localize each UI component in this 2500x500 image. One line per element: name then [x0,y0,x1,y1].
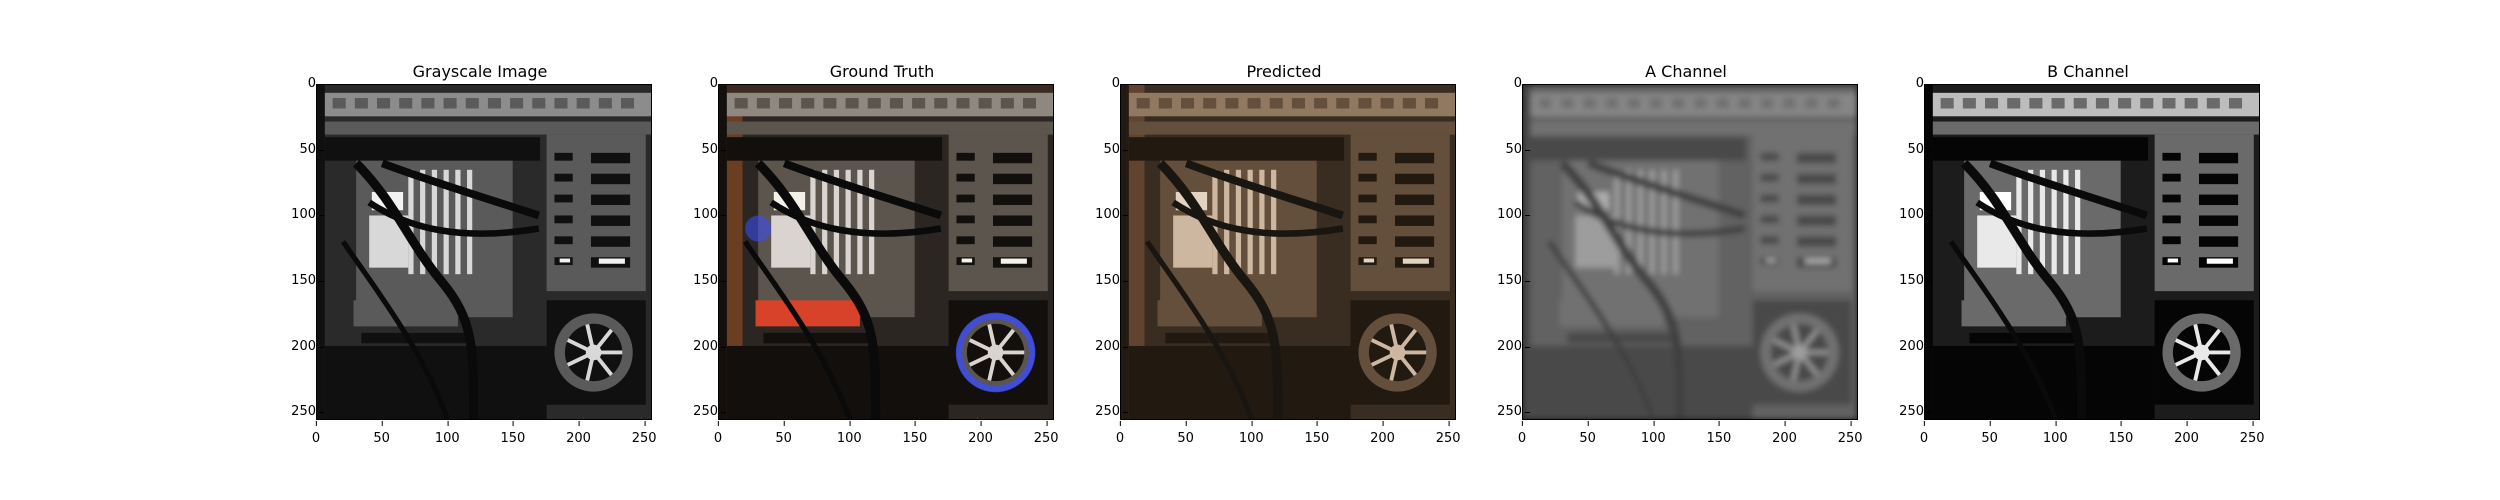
x-tick-label: 100 [1238,421,1264,446]
y-tick-label: 200 [1095,338,1128,354]
case-interior-image [719,85,1053,419]
y-tick-label: 150 [693,272,726,288]
x-tick-label: 250 [631,421,657,446]
y-tick-label: 200 [291,338,324,354]
x-tick-label: 150 [2108,421,2134,446]
panel-title: B Channel [2047,62,2129,81]
x-tick-label: 250 [1435,421,1461,446]
y-tick-label: 250 [1095,404,1128,420]
x-tick-label: 250 [2239,421,2265,446]
x-tick-label: 150 [1706,421,1732,446]
x-tick-label: 50 [373,421,390,446]
image-panel-3: Predicted 0 50 100 150 200 250 0 50 100 150 200 250 [1084,0,1484,500]
y-tick-label: 250 [291,404,324,420]
x-tick-label: 200 [2174,421,2199,446]
x-tick-label: 200 [968,421,993,446]
y-tick-label: 50 [1103,141,1128,157]
x-tick-label: 0 [1115,421,1125,446]
y-tick-label: 0 [709,76,727,91]
y-tick-label: 50 [1505,141,1530,157]
panel-title: Ground Truth [829,62,935,81]
image-axes [1522,84,1858,420]
x-tick-label: 50 [775,421,792,446]
y-tick-label: 150 [1095,272,1128,288]
case-interior-image [1925,85,2259,419]
x-tick-label: 0 [311,421,321,446]
y-tick-label: 150 [291,272,324,288]
y-tick-label: 50 [299,141,324,157]
x-tick-label: 150 [1304,421,1330,446]
y-tick-label: 250 [693,404,726,420]
case-interior-image [1523,85,1857,419]
y-tick-label: 0 [1915,76,1933,91]
y-tick-label: 100 [693,207,726,223]
x-tick-label: 250 [1033,421,1059,446]
y-tick-label: 250 [1899,404,1932,420]
x-tick-label: 0 [1919,421,1929,446]
x-tick-label: 150 [902,421,928,446]
y-tick-label: 200 [1899,338,1932,354]
y-tick-label: 100 [1095,207,1128,223]
panel-title: Predicted [1246,62,1322,81]
y-tick-label: 100 [1497,207,1530,223]
image-axes [316,84,652,420]
image-panel-1: Grayscale Image 0 50 100 150 200 250 0 50 100 150… [280,0,680,500]
x-tick-label: 50 [1579,421,1596,446]
x-tick-label: 150 [500,421,526,446]
x-tick-label: 200 [1370,421,1395,446]
y-tick-label: 50 [701,141,726,157]
y-tick-label: 100 [1899,207,1932,223]
y-tick-label: 200 [1497,338,1530,354]
image-axes [1924,84,2260,420]
x-tick-label: 100 [434,421,460,446]
x-tick-label: 100 [1640,421,1666,446]
x-tick-label: 100 [836,421,862,446]
x-tick-label: 0 [1517,421,1527,446]
x-tick-label: 0 [713,421,723,446]
image-axes [1120,84,1456,420]
image-panel-4: A Channel 0 50 100 150 200 250 0 50 100 150 200 250 [1486,0,1886,500]
y-tick-label: 100 [291,207,324,223]
y-tick-label: 0 [307,76,325,91]
panel-title: Grayscale Image [412,62,548,81]
x-tick-label: 100 [2042,421,2068,446]
y-tick-label: 200 [693,338,726,354]
y-tick-label: 150 [1899,272,1932,288]
x-tick-label: 50 [1177,421,1194,446]
y-tick-label: 0 [1111,76,1129,91]
image-panel-2: Ground Truth 0 50 100 150 200 250 0 50 100 150 200… [682,0,1082,500]
image-axes [718,84,1054,420]
x-tick-label: 200 [1772,421,1797,446]
y-tick-label: 150 [1497,272,1530,288]
case-interior-image [317,85,651,419]
panel-title: A Channel [1645,62,1727,81]
image-panel-5: B Channel 0 50 100 150 200 250 0 50 100 150 200 250 [1888,0,2288,500]
y-tick-label: 250 [1497,404,1530,420]
case-interior-image [1121,85,1455,419]
y-tick-label: 50 [1907,141,1932,157]
x-tick-label: 250 [1837,421,1863,446]
x-tick-label: 200 [566,421,591,446]
y-tick-label: 0 [1513,76,1531,91]
x-tick-label: 50 [1981,421,1998,446]
